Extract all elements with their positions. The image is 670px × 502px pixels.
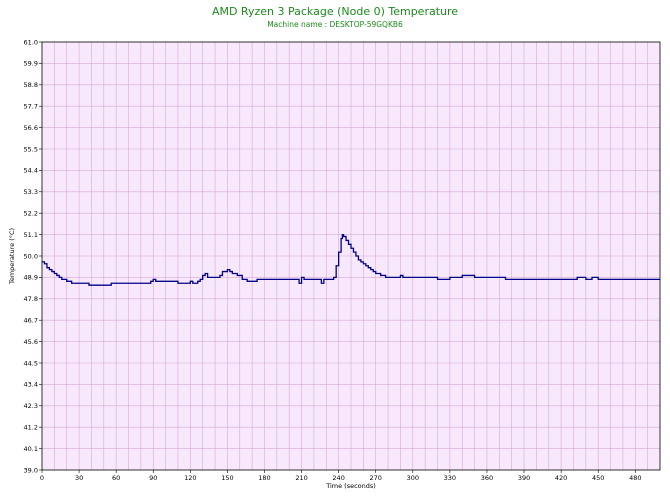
x-tick-label: 360 [481,474,493,482]
y-tick-label: 55.5 [24,145,38,153]
x-tick-label: 150 [221,474,233,482]
x-tick-label: 60 [112,474,120,482]
y-tick-label: 50.0 [24,252,38,260]
y-tick-label: 54.4 [24,167,38,175]
y-tick-label: 57.7 [24,103,38,111]
y-tick-label: 45.6 [24,338,38,346]
y-tick-label: 44.5 [24,359,38,367]
x-tick-label: 480 [629,474,641,482]
x-axis-label: Time (seconds) [325,482,376,490]
x-tick-label: 420 [555,474,567,482]
y-tick-label: 61.0 [24,38,38,46]
x-tick-label: 270 [370,474,382,482]
y-tick-label: 59.9 [24,60,38,68]
y-axis-label: Temperature (°C) [8,228,16,285]
x-tick-label: 240 [332,474,344,482]
chart-subtitle: Machine name : DESKTOP-59GQKB6 [267,20,403,29]
x-axis-ticks: 0 30 60 90 120 150 180 210 240 270 300 330 360 390 420… [40,470,641,482]
x-tick-label: 30 [75,474,83,482]
x-tick-label: 390 [518,474,530,482]
chart-title: AMD Ryzen 3 Package (Node 0) Temperature [211,5,459,18]
y-tick-label: 48.9 [24,274,38,282]
y-tick-label: 40.1 [24,445,38,453]
y-tick-label: 52.2 [24,210,38,218]
y-tick-label: 58.8 [24,81,38,89]
x-tick-label: 450 [592,474,604,482]
x-tick-label: 210 [295,474,307,482]
x-tick-label: 120 [184,474,196,482]
y-tick-label: 46.7 [24,317,38,325]
y-tick-label: 42.3 [24,402,38,410]
grid [42,42,660,470]
x-tick-label: 300 [407,474,419,482]
y-tick-label: 39.0 [24,466,38,474]
plot-border [41,41,661,471]
y-tick-label: 53.3 [24,188,38,196]
x-tick-label: 0 [40,474,44,482]
x-tick-label: 330 [444,474,456,482]
y-axis-ticks: 39.0 40.1 41.2 42.3 43.4 44.5 45.6 46.7 47.8 48.9… [24,38,42,474]
y-tick-label: 51.1 [24,231,38,239]
y-tick-label: 43.4 [24,381,38,389]
series-line [42,233,660,286]
x-tick-label: 180 [258,474,270,482]
x-tick-label: 90 [149,474,157,482]
y-tick-label: 41.2 [24,424,38,432]
y-tick-label: 56.6 [24,124,38,132]
y-tick-label: 47.8 [24,295,38,303]
